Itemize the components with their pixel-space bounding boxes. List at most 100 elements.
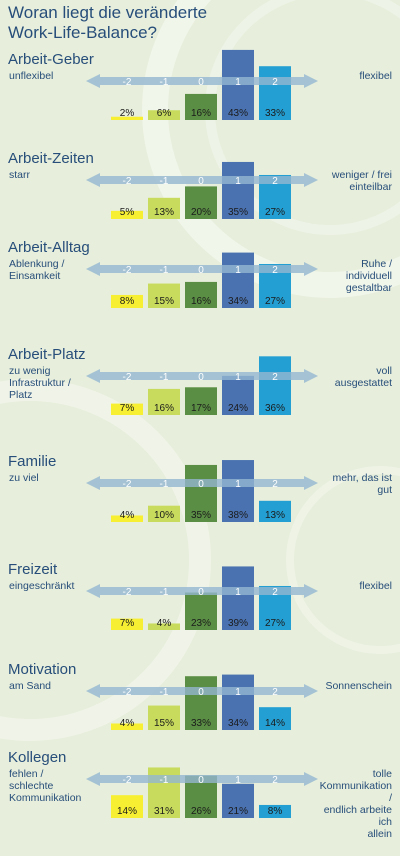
tick-label: -2 xyxy=(123,372,132,383)
tick-label: 2 xyxy=(272,775,278,786)
bar xyxy=(185,387,217,415)
data-label: 38% xyxy=(228,510,248,521)
data-label: 43% xyxy=(228,108,248,119)
chart-title: Arbeit-Alltag xyxy=(8,239,90,256)
data-label: 21% xyxy=(228,806,248,817)
tick-label: 0 xyxy=(198,687,204,698)
bar xyxy=(222,566,254,630)
tick-label: 0 xyxy=(198,77,204,88)
chart-panel: Arbeit-Platz zu wenig Infrastruktur / Pla… xyxy=(0,345,400,453)
chart-panel: Kollegen fehlen / schlechte Kommunikation… xyxy=(0,748,400,856)
bar-chart: -2 -1 0 1 2 4% 10% 35% 38% 13% xyxy=(86,460,318,522)
data-label: 33% xyxy=(265,108,285,119)
chart-panel: Motivation am Sand Sonnenschein -2 -1 0 1 2 4% 15… xyxy=(0,660,400,768)
data-label: 27% xyxy=(265,296,285,307)
scale-left-label: zu wenig Infrastruktur / Platz xyxy=(9,365,71,401)
bar xyxy=(111,210,143,219)
chart-title: Familie xyxy=(8,453,57,470)
bar xyxy=(185,281,217,308)
bar xyxy=(222,161,254,219)
tick-label: -2 xyxy=(123,265,132,276)
scale-arrow xyxy=(86,584,318,598)
tick-label: -2 xyxy=(123,479,132,490)
tick-label: 1 xyxy=(235,372,241,383)
tick-label: -2 xyxy=(123,176,132,187)
data-label: 26% xyxy=(191,806,211,817)
page-title: Woran liegt die veränderte Work-Life-Bal… xyxy=(8,3,208,42)
tick-label: -1 xyxy=(160,265,169,276)
bar-chart: -2 -1 0 1 27% 4% 23% 39% 27% xyxy=(86,566,318,630)
bar xyxy=(185,464,217,522)
scale-arrow xyxy=(86,262,318,276)
data-label: 2% xyxy=(120,108,135,119)
scale-right-label: flexibel xyxy=(359,580,392,592)
data-label: 4% xyxy=(157,618,172,629)
scale-arrow xyxy=(86,173,318,187)
bar-chart: -2 -1 0 1 2 5% 13% 20% 35% 27% xyxy=(86,161,318,219)
bar xyxy=(148,388,180,415)
chart-panel: Freizeit eingeschränkt flexibel -2 -1 0 1 2 7% 4%… xyxy=(0,560,400,668)
data-label: 17% xyxy=(191,403,211,414)
data-label: 35% xyxy=(191,510,211,521)
tick-label: 1 xyxy=(235,775,241,786)
tick-label: -2 xyxy=(123,687,132,698)
scale-left-label: Ablenkung / Einsamkeit xyxy=(9,258,65,282)
chart-title: Arbeit-Platz xyxy=(8,346,86,363)
data-label: 35% xyxy=(228,207,248,218)
data-label: 24% xyxy=(228,403,248,414)
scale-right-label: weniger / frei einteilbar xyxy=(331,169,392,193)
chart-title: Arbeit-Geber xyxy=(8,51,94,68)
scale-arrow xyxy=(86,74,318,88)
scale-left-label: fehlen / schlechte Kommunikation xyxy=(9,768,82,804)
bar xyxy=(259,356,291,415)
bar xyxy=(148,705,180,730)
data-label: 20% xyxy=(191,207,211,218)
tick-label: 1 xyxy=(235,687,241,698)
bar xyxy=(111,116,143,120)
tick-label: 1 xyxy=(235,479,241,490)
scale-right-label: Ruhe / individuell gestaltbar xyxy=(345,258,392,294)
bar xyxy=(185,676,217,730)
data-label: 33% xyxy=(191,718,211,729)
bar xyxy=(148,623,180,630)
bar xyxy=(148,197,180,219)
tick-label: 2 xyxy=(272,479,278,490)
data-label: 4% xyxy=(120,510,135,521)
scale-arrow xyxy=(86,772,318,786)
data-label: 14% xyxy=(265,718,285,729)
bar-chart: -2 -1 0 1 2 2% 6% 16% 43% 33% xyxy=(86,49,318,120)
bar xyxy=(111,618,143,630)
tick-label: -2 xyxy=(123,775,132,786)
tick-label: 1 xyxy=(235,587,241,598)
scale-left-label: am Sand xyxy=(9,680,52,692)
scale-left-label: starr xyxy=(9,169,30,181)
bar xyxy=(222,783,254,818)
scale-right-label: flexibel xyxy=(359,70,392,82)
tick-label: 1 xyxy=(235,176,241,187)
tick-label: -1 xyxy=(160,587,169,598)
bar xyxy=(222,375,254,415)
tick-label: 1 xyxy=(235,77,241,88)
tick-label: -1 xyxy=(160,479,169,490)
tick-label: -1 xyxy=(160,372,169,383)
data-label: 13% xyxy=(154,207,174,218)
scale-arrow xyxy=(86,684,318,698)
tick-label: 0 xyxy=(198,479,204,490)
data-label: 10% xyxy=(154,510,174,521)
data-label: 6% xyxy=(157,108,172,119)
tick-label: 2 xyxy=(272,176,278,187)
data-label: 7% xyxy=(120,618,135,629)
chart-panel: Arbeit-Geber unflexibel flexibel -2 -1 0 1 2 2% 6… xyxy=(0,49,400,158)
data-label: 7% xyxy=(120,403,135,414)
tick-label: 0 xyxy=(198,176,204,187)
bar xyxy=(111,515,143,522)
tick-label: 2 xyxy=(272,687,278,698)
tick-label: 0 xyxy=(198,775,204,786)
tick-label: 2 xyxy=(272,265,278,276)
chart-title: Arbeit-Zeiten xyxy=(8,150,94,167)
data-label: 34% xyxy=(228,296,248,307)
scale-arrow xyxy=(86,476,318,490)
bar xyxy=(222,460,254,522)
chart-panel: Arbeit-Alltag Ablenkung / Einsamkeit Ruhe … xyxy=(0,238,400,346)
data-label: 36% xyxy=(265,403,285,414)
